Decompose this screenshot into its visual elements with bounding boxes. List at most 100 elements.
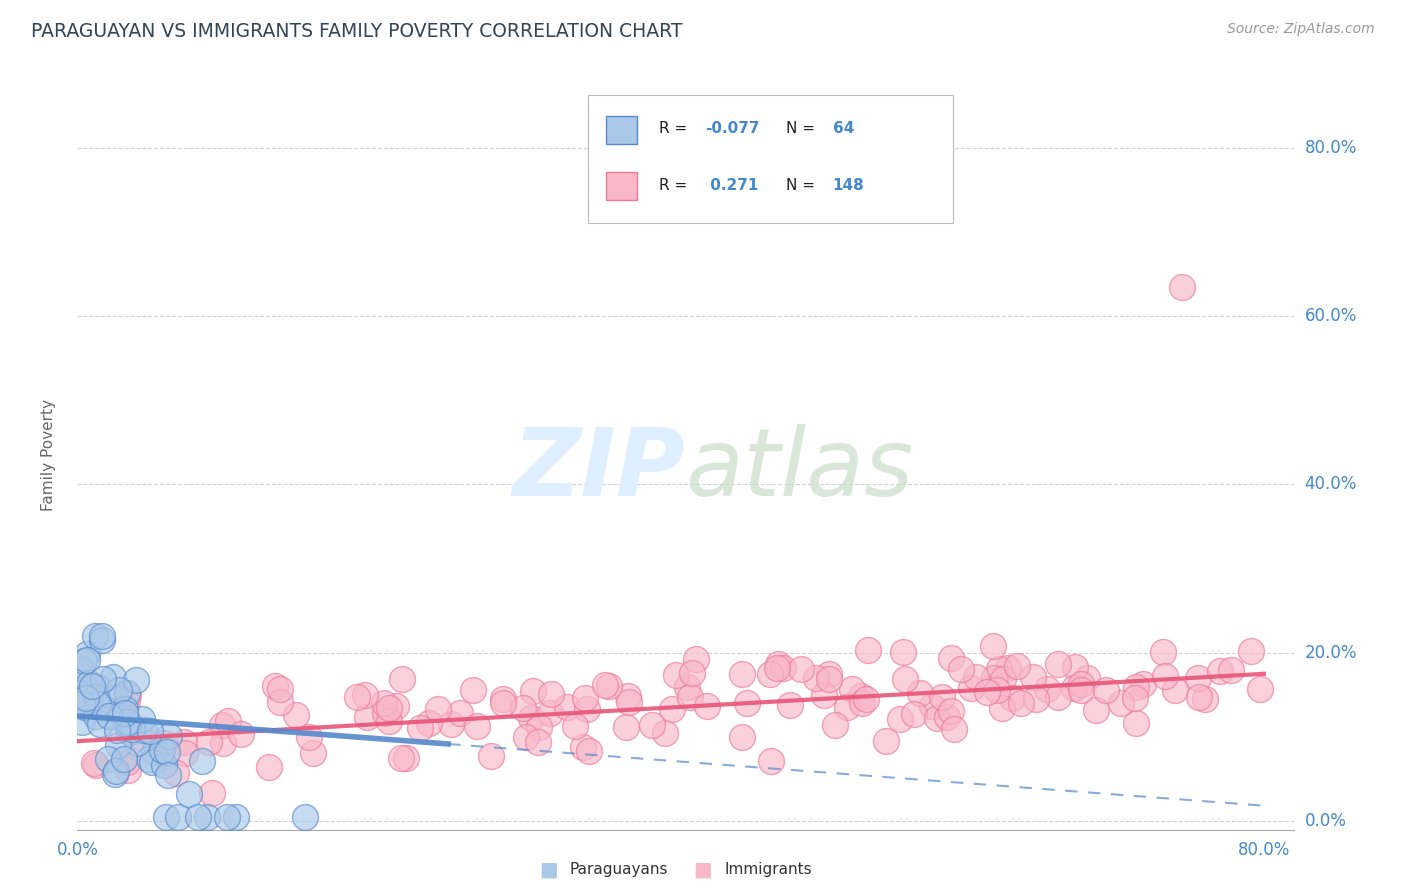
Point	[211, 736, 233, 750]
Point	[156, 745, 179, 759]
Point	[408, 721, 430, 735]
Point	[225, 810, 247, 824]
Point	[965, 670, 987, 684]
Point	[105, 723, 128, 738]
Point	[492, 696, 515, 710]
Point	[991, 700, 1014, 714]
Point	[1171, 279, 1194, 293]
Text: -0.077: -0.077	[704, 121, 759, 136]
Point	[806, 671, 828, 685]
Point	[818, 666, 841, 681]
Point	[654, 726, 676, 740]
Point	[69, 662, 91, 676]
Text: Immigrants: Immigrants	[724, 863, 811, 877]
Point	[761, 754, 783, 768]
Point	[155, 810, 177, 824]
Point	[520, 711, 543, 725]
Point	[269, 682, 291, 697]
Point	[959, 681, 981, 695]
Point	[641, 718, 664, 732]
Point	[572, 739, 595, 754]
Point	[991, 672, 1014, 686]
Text: PARAGUAYAN VS IMMIGRANTS FAMILY POVERTY CORRELATION CHART: PARAGUAYAN VS IMMIGRANTS FAMILY POVERTY …	[31, 22, 682, 41]
Point	[91, 629, 114, 643]
FancyBboxPatch shape	[606, 116, 637, 144]
Text: 60.0%: 60.0%	[1305, 307, 1357, 325]
Point	[117, 764, 139, 778]
Point	[97, 752, 120, 766]
Point	[925, 710, 948, 724]
Point	[198, 734, 221, 748]
Point	[231, 727, 253, 741]
Point	[391, 672, 413, 686]
Point	[1164, 683, 1187, 698]
Point	[121, 722, 143, 736]
Point	[157, 729, 180, 743]
Point	[173, 747, 195, 761]
Point	[575, 702, 598, 716]
Point	[1188, 690, 1211, 704]
Point	[201, 786, 224, 800]
Point	[72, 675, 94, 690]
Point	[949, 662, 972, 676]
Point	[1000, 691, 1022, 706]
Point	[153, 736, 176, 750]
Point	[1152, 645, 1174, 659]
Point	[211, 718, 233, 732]
Text: R =: R =	[658, 121, 692, 136]
Point	[1194, 692, 1216, 706]
Point	[90, 633, 112, 648]
Text: N =: N =	[786, 178, 820, 193]
Point	[86, 681, 108, 695]
Point	[76, 647, 98, 661]
Point	[83, 756, 105, 770]
Point	[101, 669, 124, 683]
Point	[1209, 664, 1232, 678]
Point	[354, 688, 377, 702]
Point	[153, 757, 176, 772]
Text: Source: ZipAtlas.com: Source: ZipAtlas.com	[1227, 22, 1375, 37]
Point	[987, 662, 1010, 676]
Point	[894, 672, 917, 686]
Point	[461, 682, 484, 697]
Point	[124, 673, 146, 687]
Point	[104, 764, 127, 778]
Text: Paraguayans: Paraguayans	[569, 863, 668, 877]
Point	[97, 709, 120, 723]
Point	[77, 681, 100, 696]
Point	[165, 765, 187, 780]
Point	[84, 629, 107, 643]
Point	[84, 690, 107, 705]
Point	[114, 702, 136, 716]
Point	[1125, 680, 1147, 694]
Point	[512, 700, 534, 714]
Text: ▪: ▪	[538, 855, 558, 884]
Point	[173, 735, 195, 749]
Point	[190, 754, 212, 768]
Point	[526, 735, 548, 749]
Text: 0.271: 0.271	[704, 178, 758, 193]
Point	[1047, 690, 1070, 705]
Point	[681, 665, 703, 680]
Point	[104, 767, 127, 781]
Point	[1109, 696, 1132, 710]
Point	[378, 714, 401, 729]
Point	[118, 725, 141, 739]
Point	[1047, 657, 1070, 672]
Point	[1063, 660, 1085, 674]
Point	[527, 720, 550, 734]
Point	[187, 810, 209, 824]
Point	[935, 710, 957, 724]
Point	[735, 696, 758, 710]
Point	[665, 668, 688, 682]
Text: 64: 64	[832, 121, 853, 136]
Point	[127, 736, 149, 750]
Point	[114, 706, 136, 720]
Point	[374, 706, 396, 720]
Point	[1125, 716, 1147, 731]
Point	[931, 690, 953, 704]
Text: N =: N =	[786, 121, 820, 136]
Point	[167, 810, 190, 824]
Text: 0.0%: 0.0%	[1305, 812, 1347, 830]
Point	[766, 660, 789, 674]
